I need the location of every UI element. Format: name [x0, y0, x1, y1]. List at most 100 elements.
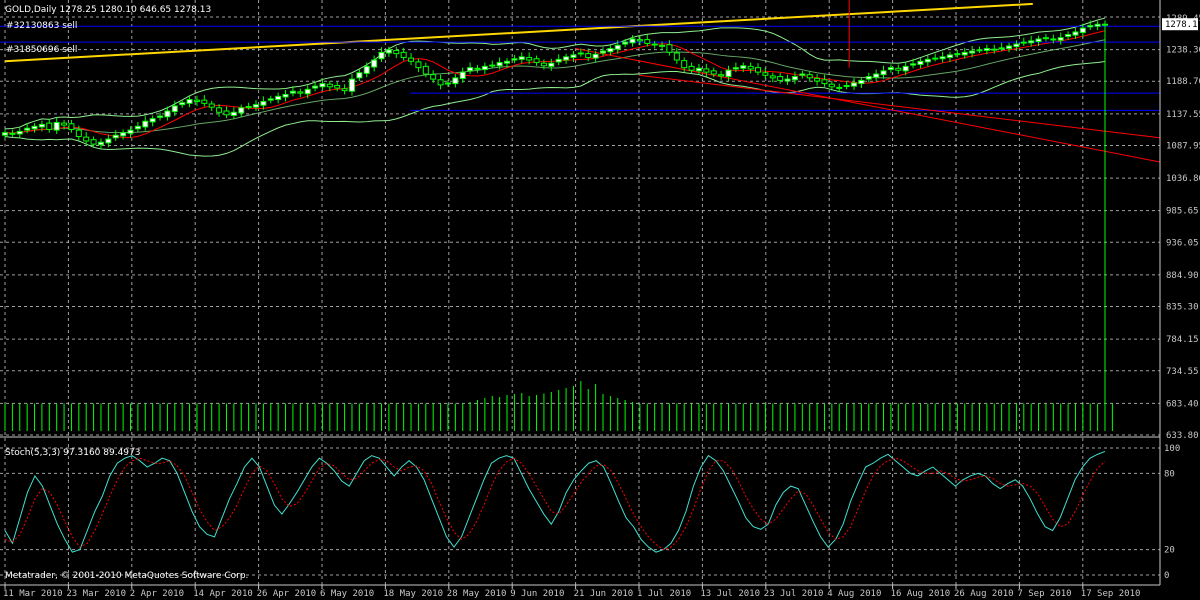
- candle[interactable]: [171, 100, 178, 117]
- order-label-2[interactable]: #31850696 sell: [6, 45, 77, 55]
- candle[interactable]: [267, 95, 274, 104]
- candle[interactable]: [622, 38, 629, 48]
- candle[interactable]: [946, 51, 953, 62]
- candle[interactable]: [1028, 35, 1035, 47]
- channel-line-red[interactable]: [575, 48, 1161, 163]
- candle[interactable]: [38, 120, 45, 132]
- candle[interactable]: [725, 65, 732, 82]
- candle[interactable]: [976, 46, 983, 53]
- candle[interactable]: [895, 64, 902, 75]
- candle[interactable]: [821, 74, 828, 87]
- candle[interactable]: [230, 107, 237, 120]
- candle[interactable]: [253, 100, 260, 112]
- candle[interactable]: [275, 92, 282, 104]
- candle[interactable]: [533, 55, 540, 66]
- candle[interactable]: [112, 130, 119, 141]
- candle[interactable]: [636, 35, 643, 46]
- candle[interactable]: [511, 54, 518, 64]
- candle[interactable]: [969, 45, 976, 58]
- candle[interactable]: [452, 74, 459, 88]
- candle[interactable]: [208, 100, 215, 112]
- candle[interactable]: [526, 52, 533, 65]
- candle[interactable]: [563, 53, 570, 64]
- candle[interactable]: [1065, 31, 1072, 40]
- candle[interactable]: [983, 44, 990, 55]
- channel-line-red[interactable]: [638, 74, 1161, 139]
- candle[interactable]: [555, 54, 562, 66]
- candle[interactable]: [385, 46, 392, 57]
- candle[interactable]: [836, 83, 843, 92]
- candle[interactable]: [16, 126, 23, 139]
- candle[interactable]: [917, 58, 924, 69]
- candle[interactable]: [688, 62, 695, 74]
- candle[interactable]: [902, 61, 909, 76]
- candle[interactable]: [474, 65, 481, 73]
- candle[interactable]: [334, 81, 341, 92]
- candle[interactable]: [489, 60, 496, 69]
- candle[interactable]: [843, 81, 850, 90]
- candle[interactable]: [326, 81, 333, 92]
- candle[interactable]: [961, 47, 968, 59]
- candle[interactable]: [791, 71, 798, 85]
- candle[interactable]: [865, 72, 872, 83]
- candle[interactable]: [245, 102, 252, 110]
- candle[interactable]: [24, 123, 31, 134]
- candle[interactable]: [193, 95, 200, 106]
- candle[interactable]: [858, 77, 865, 89]
- candle[interactable]: [599, 47, 606, 57]
- candle[interactable]: [127, 126, 134, 138]
- candle[interactable]: [607, 44, 614, 56]
- candle[interactable]: [762, 67, 769, 80]
- candle[interactable]: [61, 119, 68, 130]
- candle[interactable]: [1057, 32, 1064, 45]
- candle[interactable]: [216, 103, 223, 117]
- candle[interactable]: [732, 62, 739, 73]
- candle[interactable]: [1072, 28, 1079, 39]
- candle[interactable]: [873, 69, 880, 82]
- candle[interactable]: [718, 70, 725, 80]
- candle[interactable]: [681, 57, 688, 73]
- candle[interactable]: [1079, 23, 1086, 38]
- candle[interactable]: [422, 62, 429, 78]
- candle[interactable]: [585, 48, 592, 62]
- candle[interactable]: [629, 35, 636, 47]
- candle[interactable]: [1050, 34, 1057, 44]
- candle[interactable]: [393, 46, 400, 59]
- candle[interactable]: [408, 52, 415, 66]
- candle[interactable]: [954, 49, 961, 58]
- candle[interactable]: [164, 106, 171, 121]
- candle[interactable]: [142, 116, 149, 131]
- candle[interactable]: [90, 136, 97, 148]
- candle[interactable]: [777, 72, 784, 84]
- candle[interactable]: [481, 62, 488, 75]
- candle[interactable]: [850, 77, 857, 90]
- candle[interactable]: [644, 34, 651, 47]
- candle[interactable]: [1035, 35, 1042, 46]
- candle[interactable]: [444, 79, 451, 87]
- candle[interactable]: [400, 47, 407, 61]
- candle[interactable]: [651, 40, 658, 49]
- candle[interactable]: [341, 84, 348, 95]
- candle[interactable]: [31, 123, 38, 133]
- candle[interactable]: [703, 63, 710, 77]
- candle[interactable]: [371, 55, 378, 72]
- candle[interactable]: [430, 70, 437, 83]
- candle[interactable]: [1020, 37, 1027, 46]
- candle[interactable]: [75, 125, 82, 141]
- candle[interactable]: [134, 121, 141, 133]
- candle[interactable]: [348, 74, 355, 96]
- candle[interactable]: [540, 59, 547, 70]
- candle[interactable]: [806, 70, 813, 82]
- candle[interactable]: [356, 69, 363, 82]
- candle[interactable]: [755, 63, 762, 76]
- candle[interactable]: [53, 117, 60, 134]
- candle[interactable]: [592, 51, 599, 63]
- candle[interactable]: [747, 62, 754, 74]
- candle[interactable]: [120, 129, 127, 140]
- candle[interactable]: [504, 58, 511, 68]
- candle[interactable]: [998, 42, 1005, 52]
- candle[interactable]: [673, 47, 680, 64]
- candle[interactable]: [223, 106, 230, 119]
- candle[interactable]: [910, 58, 917, 69]
- candle[interactable]: [548, 58, 555, 71]
